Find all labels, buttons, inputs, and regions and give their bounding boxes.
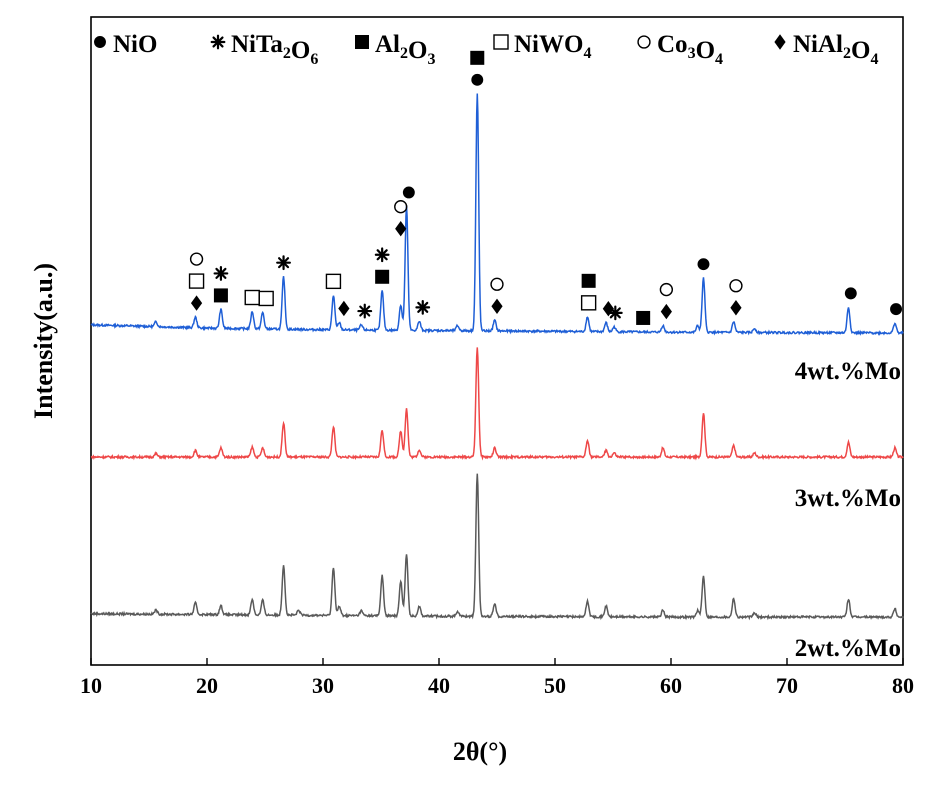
- open-square-marker: [580, 295, 597, 311]
- filled-circle-marker: [471, 73, 484, 86]
- x-tick-label: 60: [660, 673, 682, 698]
- filled-circle-marker: [697, 258, 710, 271]
- legend-label: NiTa2O6: [231, 31, 318, 68]
- open-square-marker: [258, 290, 274, 307]
- series-line-3wt.%Mo: [90, 347, 904, 461]
- x-axis-title: 2θ(°): [453, 737, 507, 766]
- x-tick-label: 30: [312, 673, 334, 698]
- x-tick-label: 50: [544, 673, 566, 698]
- filled-diamond-marker: [660, 303, 672, 320]
- legend-label: NiO: [113, 31, 157, 58]
- legend-item: NiWO4: [493, 31, 591, 62]
- legend-item: NiAl2O4: [774, 31, 878, 68]
- series-label: 2wt.%Mo: [795, 635, 901, 662]
- legend-label: Co3O4: [657, 31, 723, 68]
- legend-item: Co3O4: [637, 31, 723, 68]
- series-label: 4wt.%Mo: [795, 358, 901, 385]
- filled-square-marker: [470, 50, 485, 65]
- x-tick-label: 80: [892, 673, 914, 698]
- series-line-4wt.%Mo: [90, 93, 904, 336]
- filled-square-marker: [636, 310, 651, 325]
- open-circle-marker: [189, 252, 204, 266]
- x-tick-label: 10: [80, 673, 102, 698]
- series-line-2wt.%Mo: [90, 473, 904, 621]
- filled-circle-marker: [890, 303, 902, 316]
- asterisk-marker: [276, 255, 291, 271]
- legend-label: Al2O3: [375, 31, 435, 68]
- open-square-marker: [325, 273, 342, 290]
- plot-frame: [90, 16, 904, 666]
- legend-item: NiTa2O6: [210, 31, 318, 68]
- asterisk-marker: [607, 305, 623, 321]
- series-labels: 4wt.%Mo 3wt.%Mo 2wt.%Mo: [795, 358, 901, 662]
- open-circle-marker: [394, 200, 408, 214]
- series-layer: [90, 93, 904, 621]
- filled-circle-marker: [402, 186, 415, 199]
- filled-square-marker: [213, 288, 228, 303]
- x-tick-label: 70: [776, 673, 798, 698]
- filled-diamond-marker: [395, 221, 407, 237]
- open-square-marker: [244, 289, 260, 306]
- filled-diamond-marker: [491, 298, 503, 314]
- asterisk-marker: [213, 266, 229, 281]
- filled-square-marker: [375, 269, 390, 284]
- asterisk-marker: [415, 299, 431, 315]
- legend-item: NiO: [94, 31, 157, 58]
- asterisk-marker: [210, 34, 226, 50]
- filled-diamond-marker: [338, 300, 350, 317]
- open-circle-marker: [637, 35, 651, 49]
- open-circle-marker: [659, 282, 674, 297]
- legend-item: Al2O3: [355, 31, 435, 68]
- asterisk-marker: [374, 247, 390, 263]
- filled-diamond-marker: [730, 300, 742, 316]
- legend-label: NiAl2O4: [793, 31, 878, 68]
- open-circle-marker: [490, 277, 504, 291]
- filled-circle-marker: [94, 36, 106, 48]
- x-tick-label: 40: [428, 673, 450, 698]
- x-tick-label: 20: [196, 673, 218, 698]
- filled-circle-marker: [844, 287, 857, 300]
- phase-markers: [188, 50, 902, 325]
- filled-diamond-marker: [190, 295, 203, 311]
- open-circle-marker: [729, 279, 743, 293]
- legend-label: NiWO4: [514, 31, 591, 62]
- x-axis-ticks: 10 20 30 40 50 60 70 80: [80, 658, 914, 698]
- series-label: 3wt.%Mo: [795, 485, 901, 512]
- filled-square-marker: [355, 35, 369, 49]
- open-square-marker: [188, 273, 205, 289]
- filled-diamond-marker: [602, 301, 614, 317]
- filled-square-marker: [581, 273, 596, 288]
- y-axis-title: Intensity(a.u.): [29, 263, 58, 419]
- filled-diamond-marker: [774, 34, 786, 50]
- legend: NiO NiTa2O6 Al2O3 NiWO4 Co3O4 NiAl2O4: [94, 31, 878, 68]
- open-square-marker: [493, 34, 509, 50]
- asterisk-marker: [357, 303, 373, 319]
